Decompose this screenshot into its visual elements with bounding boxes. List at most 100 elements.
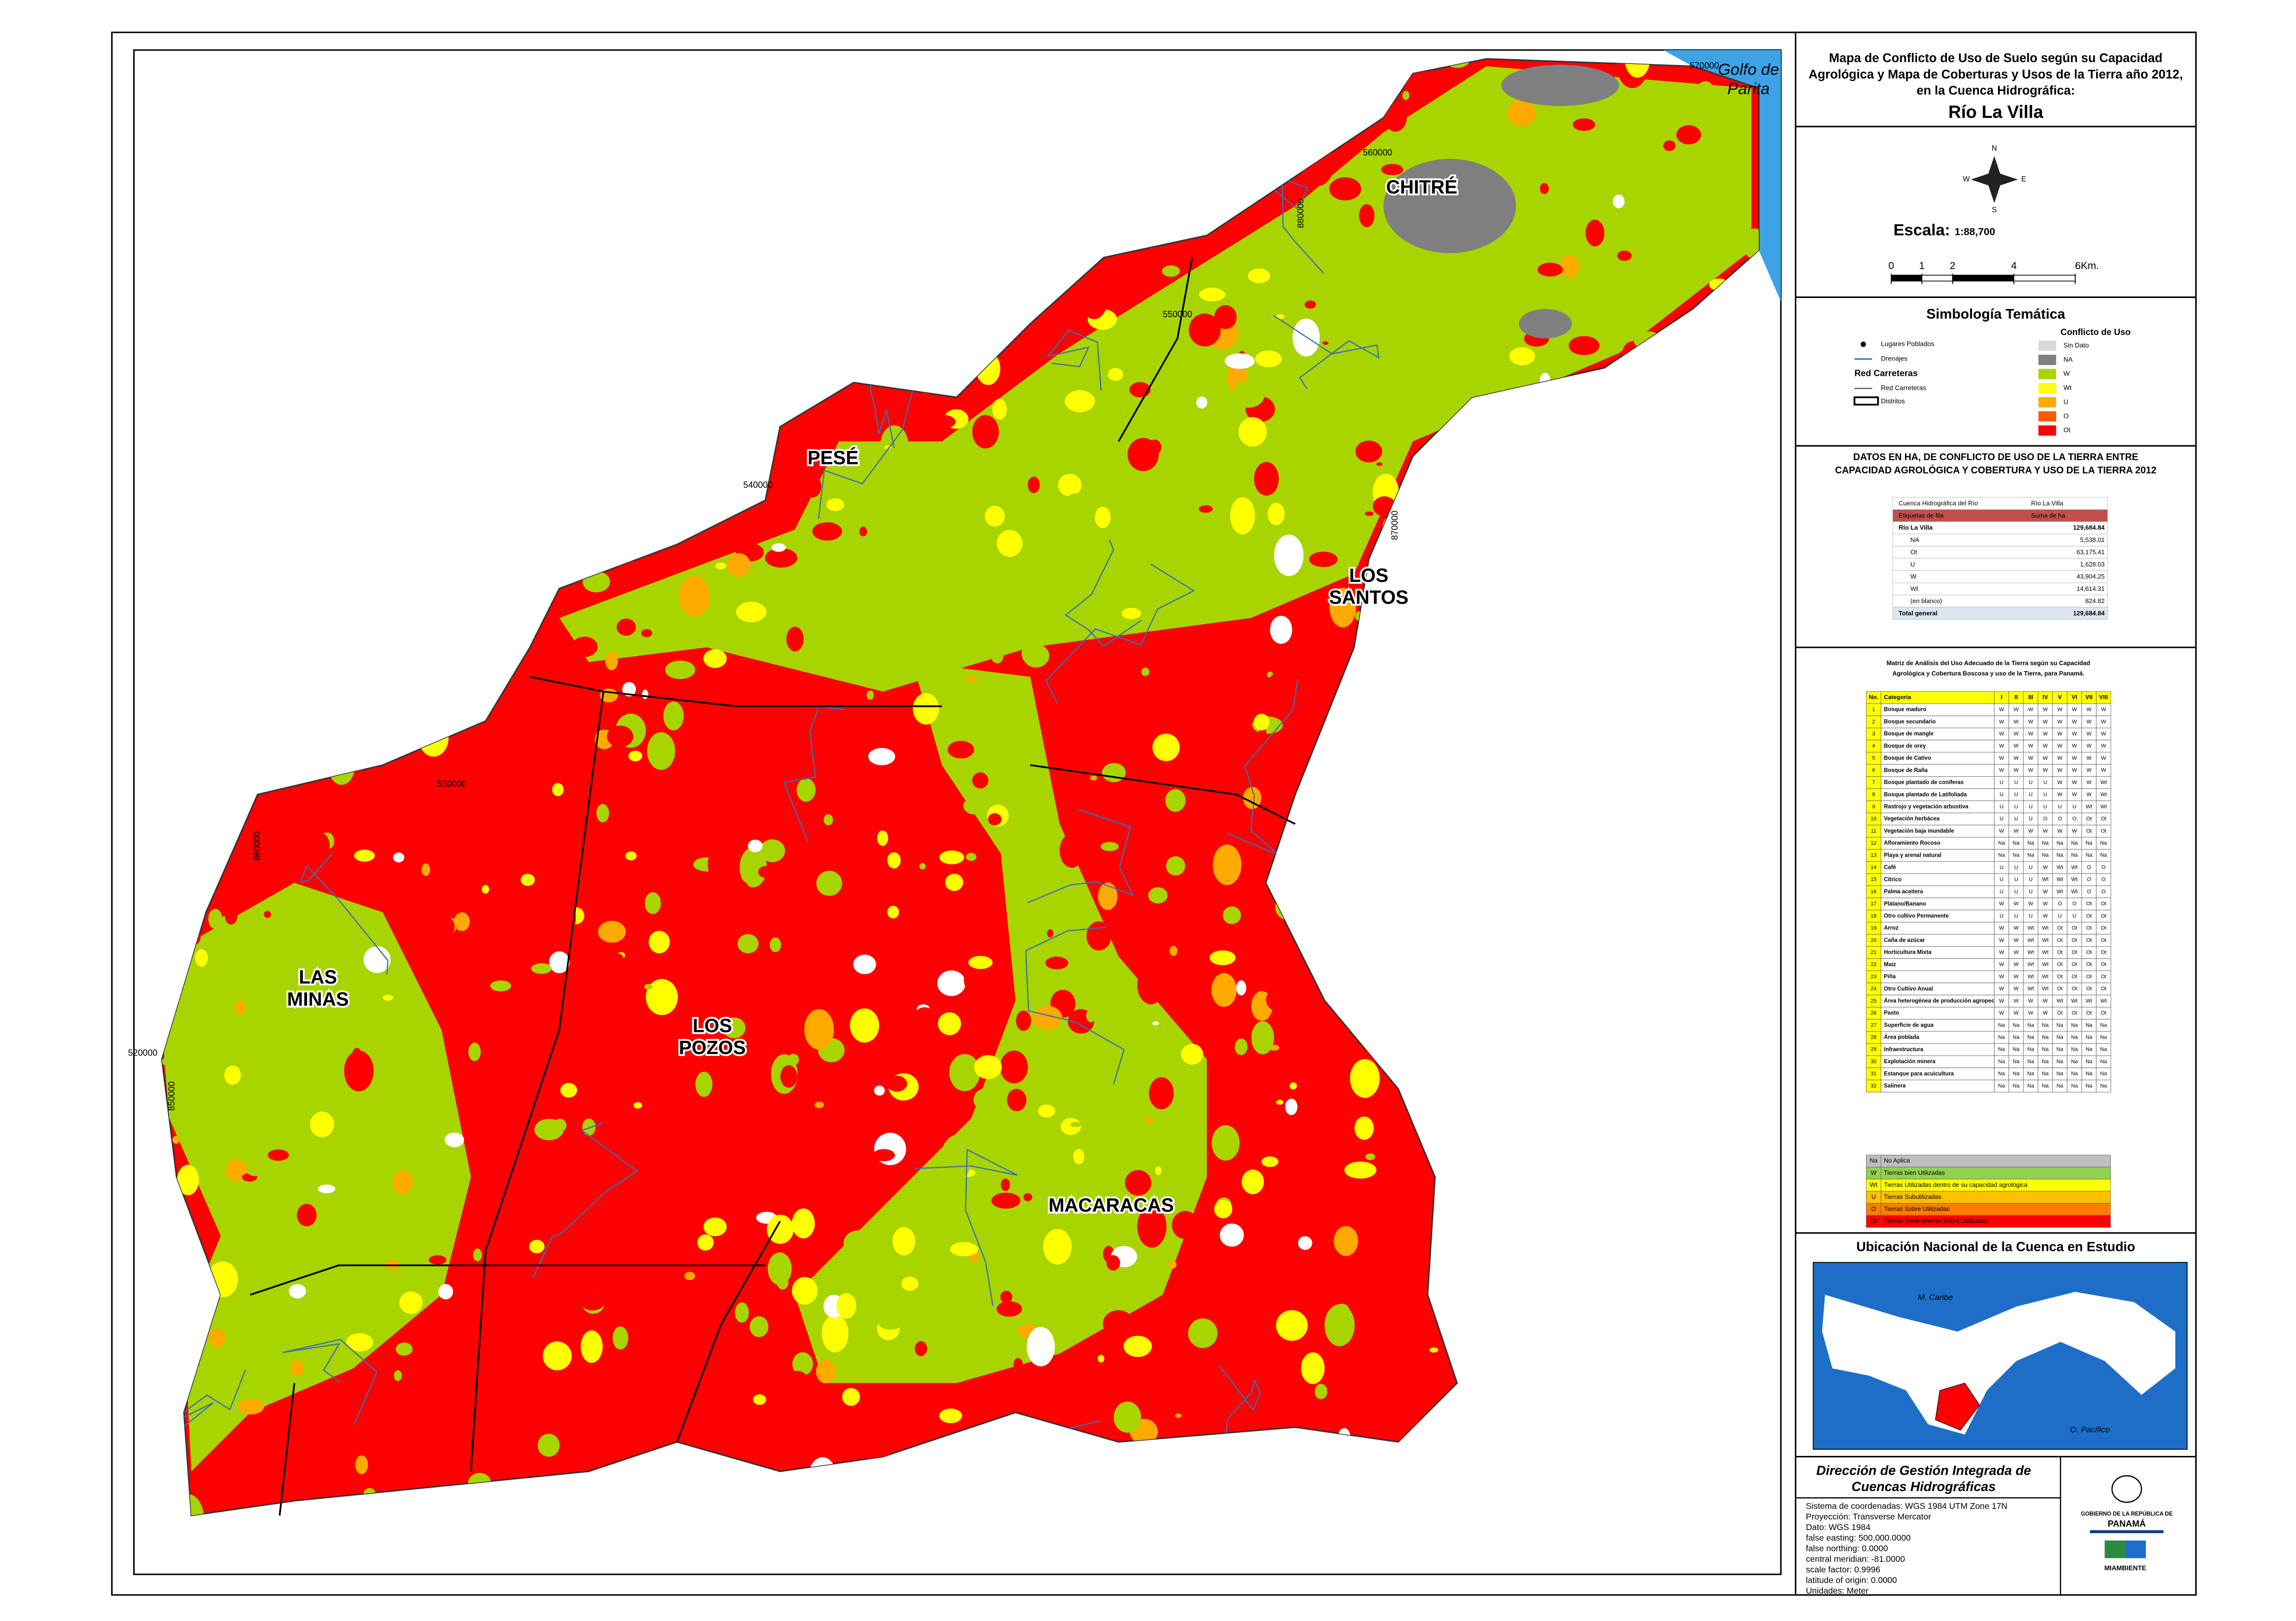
matrix-value: W — [1999, 768, 2004, 773]
land-patch — [1236, 980, 1246, 996]
land-patch — [584, 1047, 602, 1059]
land-patch — [605, 651, 618, 670]
matrix-value: W — [2043, 889, 2048, 895]
land-patch — [1264, 1288, 1288, 1303]
table-cell: 14,614.31 — [2076, 585, 2104, 592]
matrix-cell — [1881, 1031, 1995, 1044]
land-patch — [759, 839, 785, 862]
land-patch — [836, 1293, 856, 1319]
land-patch — [684, 1272, 695, 1280]
matrix-category: Bosque de Cativo — [1884, 755, 1931, 761]
matrix-header: III — [2028, 694, 2033, 701]
panama-land — [1822, 1292, 2176, 1435]
matrix-category: Área heterogénea de producción agropecua… — [1884, 998, 2008, 1004]
land-patch — [985, 505, 1005, 527]
well-used-area — [794, 662, 1207, 1383]
land-patch — [539, 1397, 545, 1402]
land-patch — [1045, 956, 1068, 970]
logo-mark — [2104, 1540, 2126, 1558]
land-patch — [1148, 887, 1168, 904]
matrix-value: Wt — [2101, 792, 2107, 798]
land-patch — [608, 953, 623, 962]
land-patch — [1594, 168, 1613, 194]
land-patch — [1266, 671, 1295, 709]
land-patch — [788, 1371, 807, 1385]
compass-e: E — [2021, 175, 2026, 183]
land-patch — [1043, 1229, 1072, 1265]
matrix-value: Ot — [2057, 1010, 2063, 1016]
land-patch — [1186, 645, 1209, 663]
land-patch — [1289, 1082, 1297, 1090]
projection-line: latitude of origin: 0.0000 — [1806, 1575, 1897, 1585]
matrix-value: 3 — [1872, 731, 1875, 737]
matrix-cell — [2052, 740, 2068, 753]
matrix-category: Arroz — [1884, 925, 1899, 931]
matrix-value: 30 — [1871, 1059, 1877, 1065]
land-patch — [814, 1101, 824, 1108]
matrix-value: Na — [2086, 1059, 2093, 1065]
matrix-value: Wt — [2042, 938, 2049, 943]
matrix-value: W — [2028, 828, 2034, 834]
matrix-cell — [2009, 922, 2024, 935]
land-patch — [1276, 1100, 1284, 1105]
land-patch — [1086, 921, 1112, 951]
matrix-value: W — [2014, 707, 2019, 713]
land-patch — [1694, 197, 1722, 217]
land-patch — [963, 968, 982, 992]
matrix-cell — [2009, 982, 2024, 995]
matrix-cell — [2067, 812, 2082, 825]
land-patch — [1259, 1240, 1270, 1251]
matrix-cell — [2096, 1043, 2111, 1056]
drainage — [299, 853, 389, 975]
land-patch — [1169, 945, 1178, 956]
land-patch — [867, 690, 874, 700]
land-patch — [645, 892, 661, 914]
legend-title: Simbología Temática — [1926, 307, 2065, 322]
land-patch — [641, 629, 652, 637]
matrix-value: Wt — [2101, 780, 2107, 785]
matrix-value: Ot — [2057, 962, 2063, 967]
matrix-cell — [1881, 1019, 1995, 1032]
matrix-value: Ot — [2101, 901, 2106, 907]
land-patch — [622, 682, 636, 697]
land-patch — [786, 627, 804, 652]
logo-mark — [2125, 1540, 2146, 1558]
matrix-value: Na — [2013, 1035, 2020, 1041]
land-patch — [1181, 1043, 1204, 1065]
matrix-value: Wt — [2042, 986, 2049, 992]
land-patch — [1141, 668, 1150, 676]
matrix-cell — [1866, 1019, 1881, 1032]
matrix-value: Na — [2071, 840, 2078, 846]
land-patch — [974, 1055, 1002, 1079]
matrix-value: 21 — [1871, 950, 1877, 955]
drainage — [914, 1148, 1018, 1306]
matrix-cell — [2067, 946, 2082, 959]
matrix-value: Wt — [2086, 998, 2092, 1004]
land-patch — [1026, 1326, 1055, 1366]
land-patch — [843, 1230, 873, 1257]
matrix-cell — [2096, 861, 2111, 874]
land-patch — [765, 548, 798, 568]
matrix-value: 5 — [1872, 755, 1875, 761]
land-patch — [1337, 1042, 1358, 1063]
matrix-cell — [2009, 824, 2024, 837]
matrix-category: Palma aceitera — [1884, 888, 1923, 895]
matrix-cell — [2067, 982, 2082, 995]
matrix-value: 11 — [1871, 828, 1876, 834]
table-title: CAPACIDAD AGROLÓGICA Y COBERTURA Y USO D… — [1835, 464, 2157, 476]
key-code: O — [1871, 1205, 1876, 1212]
matrix-value: Ot — [2072, 926, 2077, 931]
matrix-value: 23 — [1871, 974, 1877, 979]
land-patch — [880, 425, 909, 466]
matrix-cell — [2009, 910, 2024, 923]
land-patch — [872, 1149, 895, 1161]
legend-swatch — [2038, 397, 2056, 408]
matrix-cell — [2037, 1080, 2053, 1093]
land-patch — [922, 602, 943, 627]
land-patch — [1222, 906, 1241, 925]
key-label: Tierras Sobre Utilizadas — [1884, 1205, 1949, 1212]
land-patch — [1329, 177, 1362, 201]
land-patch — [791, 1277, 818, 1305]
matrix-cell — [1881, 812, 1995, 825]
matrix-value: U — [2029, 792, 2033, 798]
